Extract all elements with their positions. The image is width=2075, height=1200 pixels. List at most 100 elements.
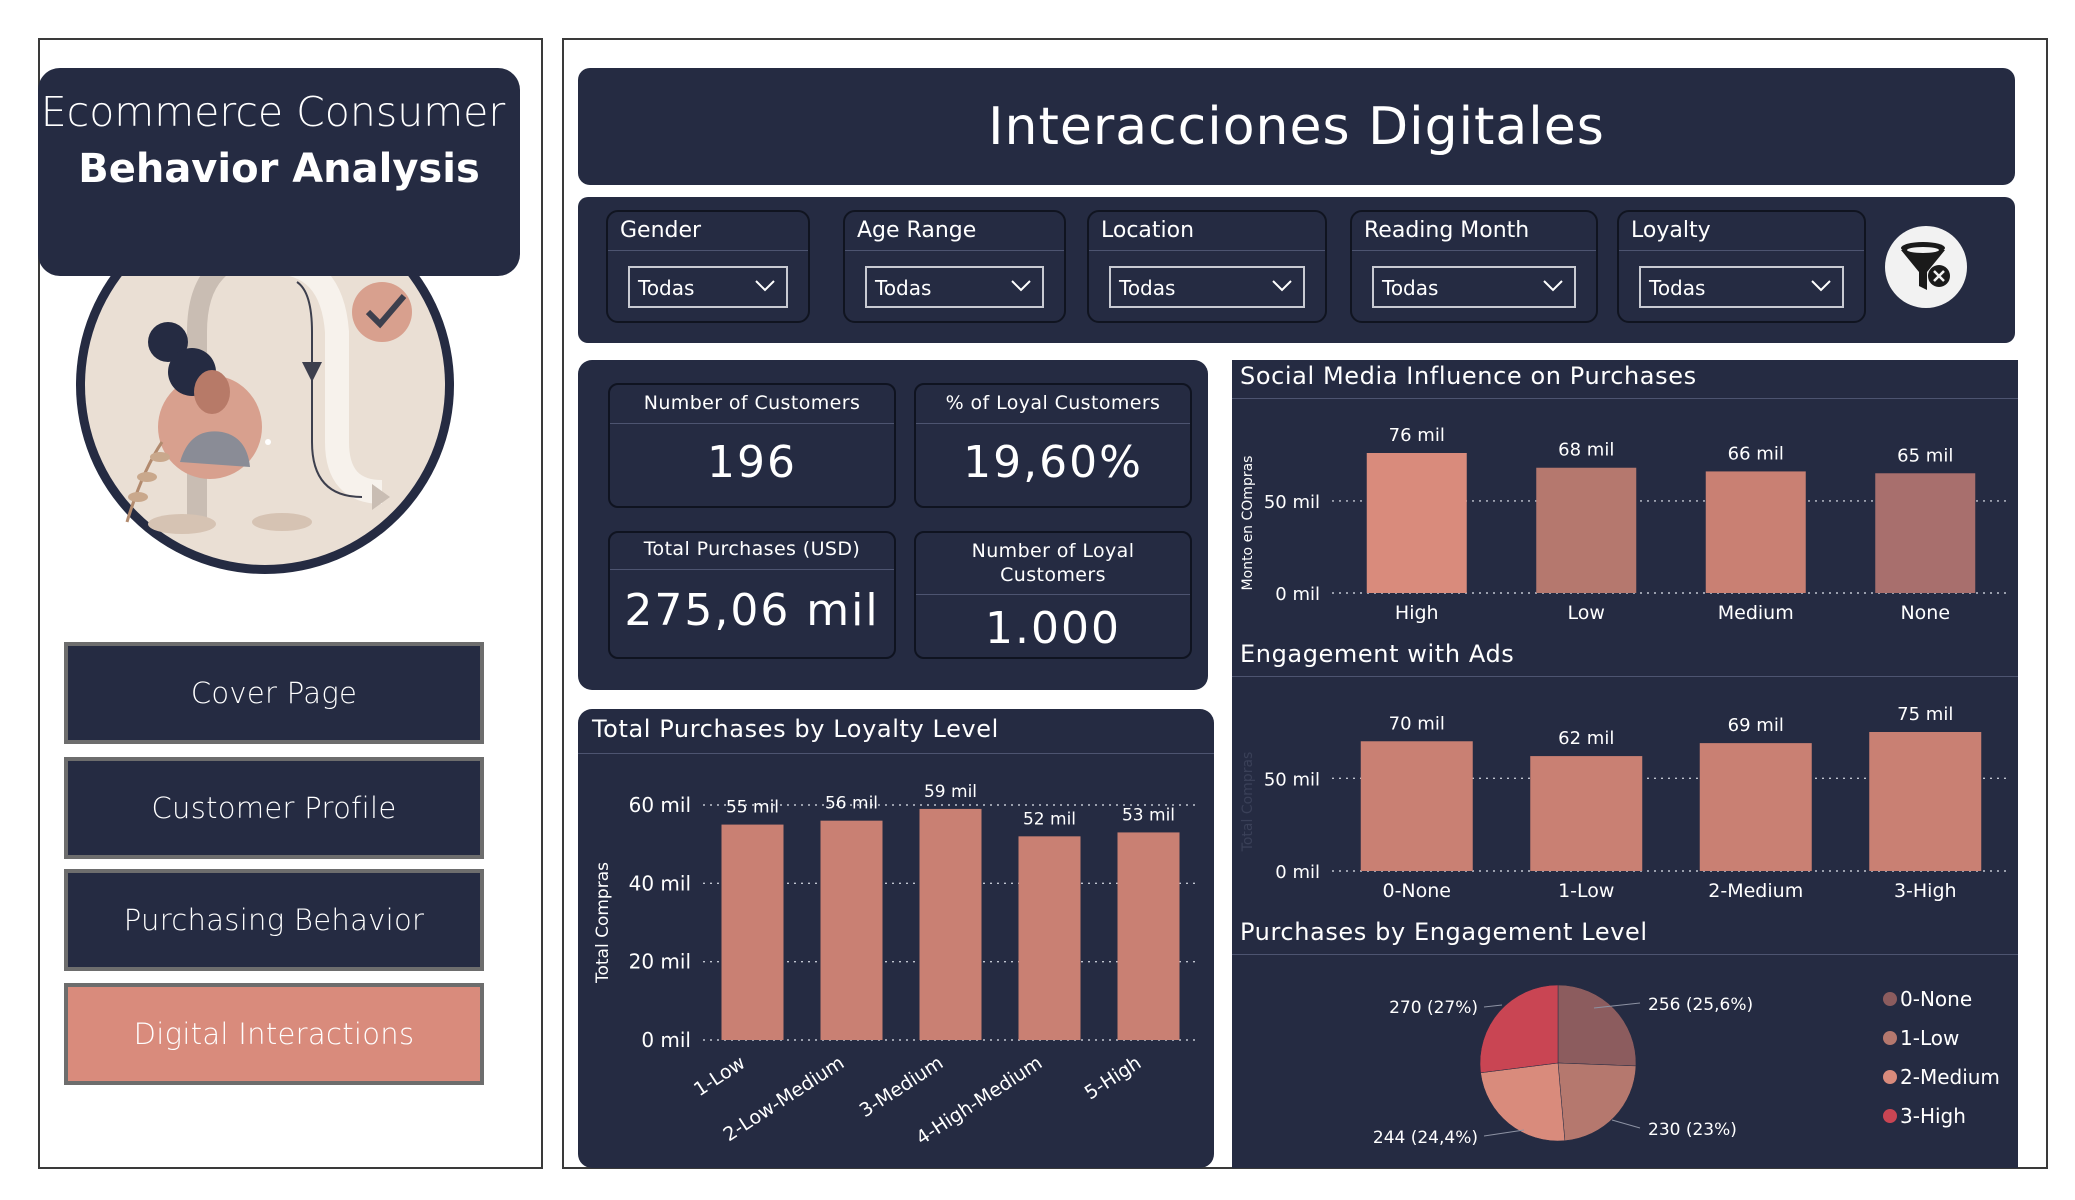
chevron-down-icon — [1543, 280, 1563, 292]
loyalty-dropdown[interactable]: Todas — [1639, 266, 1844, 308]
brand-title-line1: Ecommerce Consumer — [40, 88, 506, 136]
bar[interactable] — [1875, 473, 1976, 593]
data-label: 59 mil — [924, 782, 977, 802]
data-label: 52 mil — [1023, 809, 1076, 829]
reading-month-dropdown[interactable]: Todas — [1372, 266, 1576, 308]
legend-marker — [1883, 992, 1897, 1006]
kpi-label: Number of Loyal — [971, 540, 1135, 562]
leader-line — [1593, 1002, 1641, 1009]
y-tick-label: 50 mil — [1264, 492, 1320, 513]
bar[interactable] — [820, 820, 883, 1040]
data-label: 76 mil — [1389, 425, 1445, 446]
location-dropdown[interactable]: Todas — [1109, 266, 1305, 308]
legend-marker — [1883, 1070, 1897, 1084]
clear-filter-icon — [1901, 242, 1950, 290]
chart-title: Engagement with Ads — [1240, 640, 1515, 668]
x-tick-label: Low — [1568, 602, 1605, 624]
title-bar: Interacciones Digitales — [578, 68, 2015, 185]
pie-slice[interactable] — [1480, 1062, 1566, 1142]
pie-slice[interactable] — [1479, 984, 1559, 1074]
leader-line — [1483, 1004, 1503, 1008]
y-tick-label: 40 mil — [629, 871, 691, 895]
kpi-value: 1.000 — [985, 603, 1121, 654]
y-axis-label: Total Compras — [1240, 752, 1256, 853]
nav-cover-page-button[interactable]: Cover Page — [64, 642, 484, 744]
legend-label[interactable]: 2-Medium — [1900, 1065, 2000, 1089]
bar[interactable] — [1360, 741, 1473, 871]
legend-label[interactable]: 3-High — [1900, 1104, 1966, 1128]
pie-slice[interactable] — [1557, 984, 1637, 1067]
slicer-title: Age Range — [857, 218, 977, 243]
dropdown-value: Todas — [1382, 276, 1439, 300]
brand-title-line2: Behavior Analysis — [78, 146, 480, 192]
slicer-title: Location — [1101, 218, 1195, 243]
nav-button-label: Digital Interactions — [133, 1017, 415, 1051]
data-label: 53 mil — [1122, 805, 1175, 825]
clear-filters-button[interactable] — [1885, 226, 1967, 308]
kpi-value: 19,60% — [963, 437, 1143, 488]
y-axis-label: Total Compras — [593, 862, 613, 984]
kpi-label: Total Purchases (USD) — [643, 538, 861, 560]
kpi-value: 275,06 mil — [624, 585, 880, 636]
y-tick-label: 50 mil — [1264, 769, 1320, 790]
pie-data-label: 256 (25,6%) — [1648, 995, 1753, 1015]
dropdown-value: Todas — [1649, 276, 1706, 300]
bar[interactable] — [721, 824, 784, 1040]
bar[interactable] — [1699, 743, 1812, 871]
x-tick-label: None — [1900, 602, 1950, 624]
pie-slice[interactable] — [1557, 1062, 1637, 1141]
y-tick-label: 0 mil — [1275, 862, 1320, 883]
bar[interactable] — [1117, 832, 1180, 1040]
x-tick-label: 5-High — [1081, 1052, 1146, 1105]
age-range-dropdown[interactable]: Todas — [865, 266, 1044, 308]
loyalty-bar-chart: 0 mil 20 mil 40 mil 60 mil Total Compras 55 m… — [593, 782, 1198, 1149]
data-label: 56 mil — [825, 794, 878, 814]
data-label: 62 mil — [1558, 728, 1614, 749]
gender-slicer: Gender Todas — [606, 210, 810, 323]
bar[interactable] — [1366, 453, 1467, 593]
legend-label[interactable]: 1-Low — [1900, 1026, 1959, 1050]
kpi-customers-card: Number of Customers 196 — [608, 383, 896, 508]
bar[interactable] — [1530, 756, 1643, 871]
page-title: Interacciones Digitales — [988, 96, 1605, 157]
dropdown-value: Todas — [875, 276, 932, 300]
y-tick-label: 0 mil — [1275, 584, 1320, 605]
y-tick-label: 60 mil — [629, 793, 691, 817]
chevron-down-icon — [1811, 280, 1831, 292]
bar[interactable] — [1705, 471, 1806, 593]
chart-title: Total Purchases by Loyalty Level — [592, 715, 999, 743]
slicer-title: Loyalty — [1631, 218, 1711, 243]
chevron-down-icon — [755, 280, 775, 292]
x-tick-label: 3-High — [1894, 880, 1957, 902]
chart-title: Purchases by Engagement Level — [1240, 918, 1648, 946]
loyalty-chart-panel: Total Purchases by Loyalty Level 0 mil 20… — [578, 709, 1214, 1168]
y-axis-label: Monto en COmpras — [1240, 456, 1256, 591]
data-label: 69 mil — [1728, 715, 1784, 736]
gender-dropdown[interactable]: Todas — [628, 266, 788, 308]
chevron-down-icon — [1011, 280, 1031, 292]
bar[interactable] — [1536, 467, 1637, 593]
nav-customer-profile-button[interactable]: Customer Profile — [64, 757, 484, 859]
legend-marker — [1883, 1031, 1897, 1045]
age-range-slicer: Age Range Todas — [843, 210, 1066, 323]
legend-marker — [1883, 1109, 1897, 1123]
bar[interactable] — [1018, 836, 1081, 1040]
bar[interactable] — [919, 808, 982, 1040]
kpi-label: Customers — [1000, 564, 1106, 586]
leader-line — [1611, 1119, 1641, 1129]
x-tick-label: 2-Medium — [1708, 880, 1803, 902]
bar[interactable] — [1869, 732, 1982, 871]
data-label: 65 mil — [1897, 445, 1953, 466]
slicer-title: Gender — [620, 218, 702, 243]
location-slicer: Location Todas — [1087, 210, 1327, 323]
dropdown-value: Todas — [1119, 276, 1176, 300]
data-label: 75 mil — [1897, 704, 1953, 725]
chevron-down-icon — [1272, 280, 1292, 292]
legend-label[interactable]: 0-None — [1900, 987, 1972, 1011]
x-tick-label: 1-Low — [690, 1052, 749, 1101]
slicer-title: Reading Month — [1364, 218, 1530, 243]
x-tick-label: 1-Low — [1558, 880, 1614, 902]
nav-purchasing-behavior-button[interactable]: Purchasing Behavior — [64, 869, 484, 971]
nav-digital-interactions-button[interactable]: Digital Interactions — [64, 983, 484, 1085]
kpi-loyal-count-card: Number of Loyal Customers 1.000 — [914, 531, 1192, 659]
